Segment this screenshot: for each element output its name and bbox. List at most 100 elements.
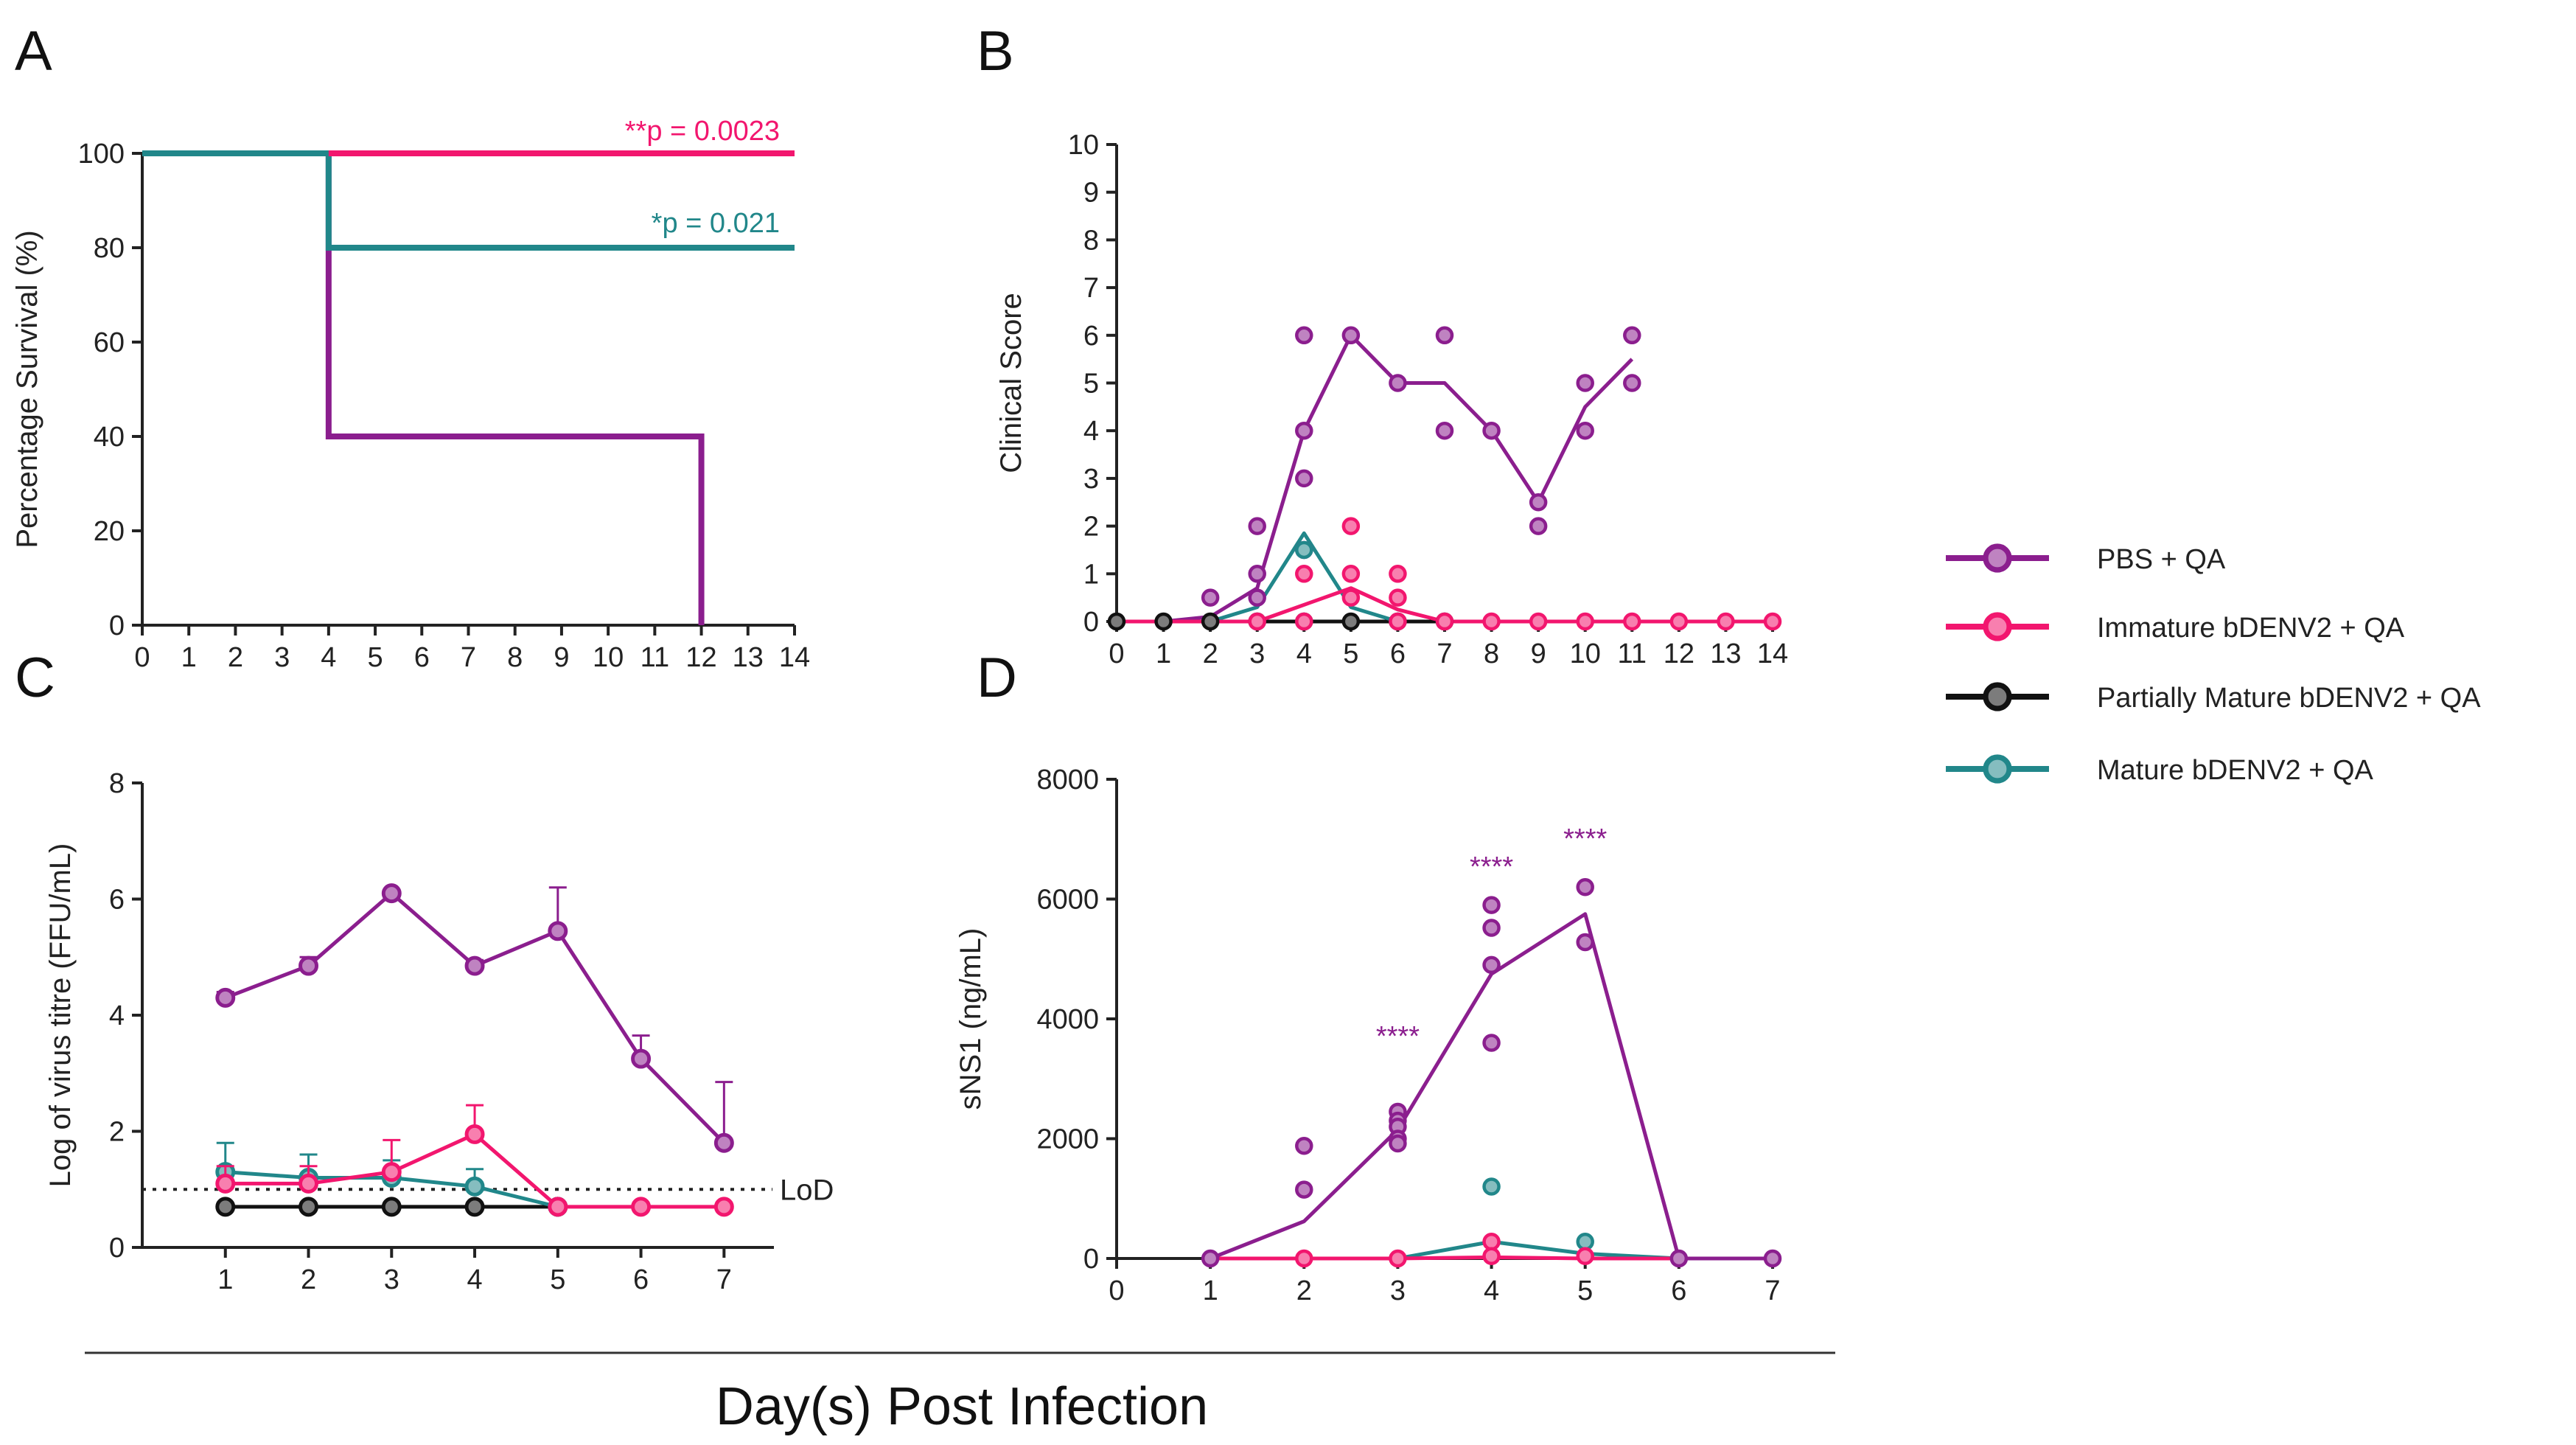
significance-annotation: **** — [1563, 824, 1607, 854]
x-tick-label: 0 — [1109, 638, 1124, 669]
clinical-point-immature — [1341, 517, 1361, 535]
y-tick-label: 0 — [109, 1233, 125, 1264]
x-tick-label: 2 — [228, 642, 243, 673]
sns1-point-pbs — [1482, 955, 1501, 975]
y-tick-label: 100 — [78, 139, 125, 170]
titre-point-pbs — [548, 921, 568, 941]
sns1-point-immature — [1576, 1247, 1594, 1265]
clinical-point-immature — [1389, 565, 1407, 583]
y-tick-label: 9 — [1083, 178, 1099, 209]
clinical-point-partial — [1341, 612, 1361, 631]
y-tick-label: 20 — [94, 516, 125, 547]
titre-point-pbs — [215, 987, 236, 1008]
clinical-point-partial — [1107, 612, 1126, 631]
clinical-point-pbs — [1341, 326, 1361, 345]
x-tick-label: 4 — [467, 1264, 482, 1295]
significance-annotation: **** — [1470, 852, 1513, 882]
titre-point-immature — [381, 1162, 402, 1183]
y-tick-label: 5 — [1083, 369, 1099, 400]
titre-point-immature — [548, 1197, 568, 1217]
legend-swatch-marker-partial — [1983, 682, 2012, 711]
clinical-point-pbs — [1295, 421, 1313, 440]
titre-point-partial — [464, 1197, 485, 1217]
y-tick-label: 40 — [94, 422, 125, 453]
p-value-annotation-immature: **p = 0.0023 — [625, 116, 780, 147]
clinical-point-immature — [1529, 612, 1548, 631]
titre-point-pbs — [381, 883, 402, 904]
x-tick-label: 6 — [414, 642, 430, 673]
x-tick-label: 4 — [1296, 638, 1312, 669]
clinical-point-pbs — [1248, 565, 1266, 583]
clinical-point-immature — [1341, 565, 1361, 583]
titre-point-pbs — [464, 955, 485, 976]
titre-point-pbs — [713, 1132, 734, 1153]
sns1-point-mature — [1482, 1177, 1501, 1196]
clinical-point-pbs — [1576, 374, 1594, 392]
x-tick-label: 11 — [640, 642, 669, 673]
clinical-point-immature — [1248, 612, 1266, 631]
x-tick-label: 7 — [1765, 1275, 1780, 1306]
y-tick-label: 0 — [1083, 607, 1099, 638]
sns1-point-pbs — [1576, 878, 1594, 896]
legend-swatch-marker-pbs — [1983, 543, 2012, 573]
shared-x-title: Day(s) Post Infection — [716, 1377, 1208, 1436]
y-tick-label: 6 — [1083, 321, 1099, 352]
x-tick-label: 10 — [1570, 638, 1601, 669]
y-tick-label: 4 — [1083, 416, 1099, 447]
y-tick-label: 7 — [1083, 273, 1099, 304]
significance-annotation: **** — [1376, 1021, 1420, 1052]
legend-label-partial: Partially Mature bDENV2 + QA — [2097, 683, 2481, 714]
clinical-point-pbs — [1295, 469, 1313, 488]
clinical-mean-line-pbs — [1117, 333, 1634, 624]
clinical-point-pbs — [1529, 493, 1548, 512]
titre-point-immature — [464, 1124, 485, 1144]
y-tick-label: 1 — [1083, 559, 1099, 590]
x-tick-label: 6 — [1671, 1275, 1686, 1306]
titre-point-partial — [381, 1197, 402, 1217]
x-tick-label: 2 — [1296, 1275, 1312, 1306]
x-tick-label: 8 — [507, 642, 523, 673]
x-tick-label: 12 — [1664, 638, 1694, 669]
x-tick-label: 1 — [217, 1264, 233, 1295]
y-axis-title: Percentage Survival (%) — [11, 230, 43, 548]
titre-point-immature — [631, 1197, 652, 1217]
panel-d-sns1: 0 2000 4000 6000 8000 0 1 2 3 4 5 6 7 sNS1 (ng/mL) ***… — [954, 765, 1782, 1306]
x-tick-label: 9 — [1531, 638, 1546, 669]
y-tick-label: 4000 — [1036, 1004, 1099, 1035]
legend-swatch-marker-mature — [1983, 754, 2012, 784]
clinical-point-immature — [1576, 612, 1594, 631]
y-tick-label: 2 — [1083, 512, 1099, 543]
sns1-point-pbs — [1669, 1249, 1689, 1268]
clinical-point-immature — [1389, 612, 1407, 631]
titre-point-immature — [215, 1173, 236, 1194]
x-tick-label: 3 — [1390, 1275, 1406, 1306]
sns1-point-pbs — [1201, 1249, 1220, 1268]
sns1-point-immature — [1389, 1249, 1407, 1268]
clinical-point-pbs — [1435, 326, 1454, 345]
panel-letter-a: A — [15, 20, 52, 83]
x-tick-label: 5 — [550, 1264, 565, 1295]
x-tick-label: 13 — [733, 642, 764, 673]
x-tick-label: 9 — [554, 642, 569, 673]
clinical-point-immature — [1389, 588, 1407, 607]
sns1-point-pbs — [1576, 933, 1594, 952]
legend-label-immature: Immature bDENV2 + QA — [2097, 613, 2405, 644]
x-tick-label: 11 — [1618, 638, 1647, 669]
survival-line-mature — [142, 150, 795, 251]
x-tick-label: 2 — [1203, 638, 1218, 669]
y-axis-title: Log of virus titre (FFU/mL) — [44, 843, 77, 1188]
x-tick-label: 3 — [274, 642, 290, 673]
x-tick-label: 13 — [1710, 638, 1741, 669]
titre-point-immature — [713, 1197, 734, 1217]
clinical-point-immature — [1669, 612, 1689, 631]
sns1-point-mature — [1576, 1233, 1594, 1251]
clinical-point-immature — [1763, 612, 1782, 631]
y-tick-label: 0 — [109, 610, 125, 641]
sns1-point-pbs — [1295, 1137, 1313, 1155]
clinical-point-partial — [1154, 612, 1173, 631]
titre-point-partial — [299, 1197, 319, 1217]
sns1-mean-line-mature — [1397, 1239, 1679, 1261]
x-tick-label: 7 — [716, 1264, 732, 1295]
